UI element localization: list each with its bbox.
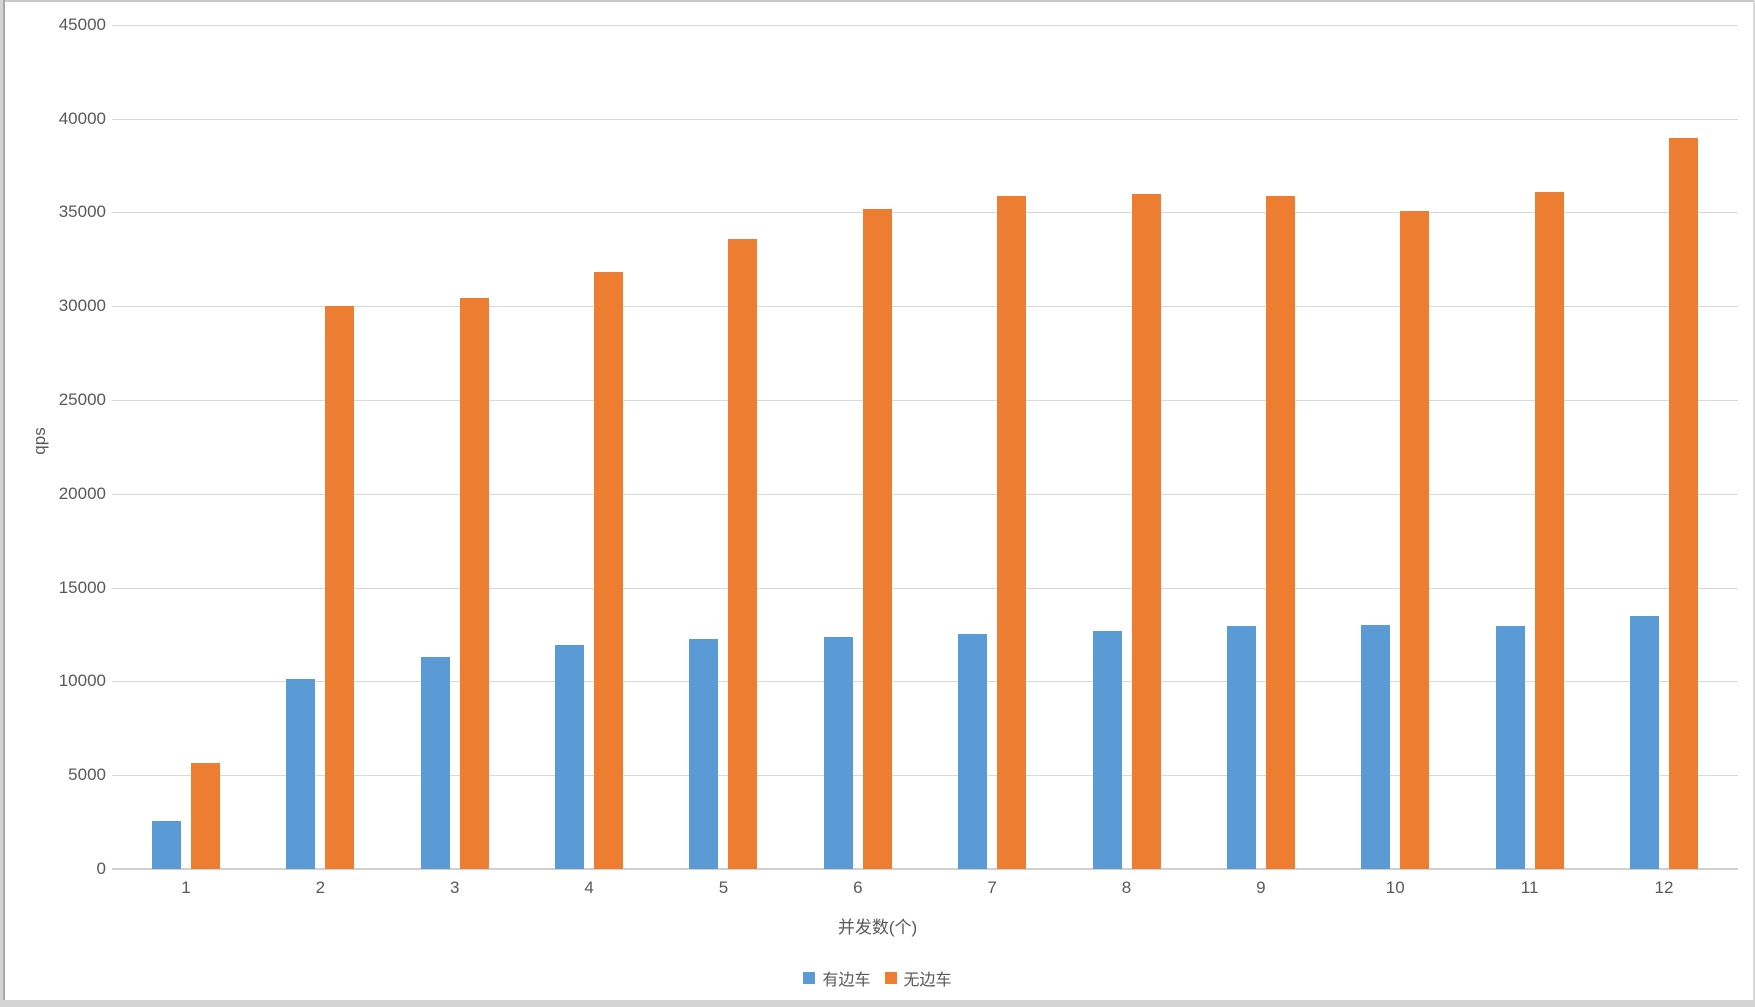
bar-with-sidecar	[420, 657, 450, 869]
bar-no-sidecar	[1131, 193, 1161, 869]
x-tick-label: 5	[718, 878, 729, 897]
y-tick-label: 40000	[58, 108, 106, 128]
bar-with-sidecar	[958, 633, 988, 869]
legend: 有边车 无边车	[0, 966, 1755, 990]
window-border-top	[0, 0, 1755, 2]
gridline	[112, 24, 1738, 26]
bar-with-sidecar	[1495, 626, 1525, 869]
legend-label-with-sidecar: 有边车	[822, 972, 871, 989]
gridline	[112, 681, 1738, 683]
bar-with-sidecar	[1629, 615, 1659, 869]
bar-no-sidecar	[325, 306, 355, 869]
y-axis-title: qps	[30, 427, 49, 455]
legend-swatch-no-sidecar	[884, 972, 897, 984]
y-tick-label: 10000	[58, 671, 106, 691]
x-tick-label: 12	[1654, 878, 1674, 897]
x-tick-label: 8	[1121, 878, 1132, 897]
x-tick-label: 7	[987, 878, 997, 897]
gridline	[112, 212, 1738, 214]
legend-item-no-sidecar: 无边车	[884, 966, 952, 990]
bar-no-sidecar	[1668, 138, 1698, 869]
y-tick-label: 5000	[68, 765, 106, 785]
y-tick-label: 35000	[58, 202, 106, 222]
x-axis-title: 并发数(个)	[837, 918, 918, 937]
y-tick-label: 25000	[58, 390, 106, 409]
x-tick-label: 2	[315, 878, 326, 897]
y-tick-label: 15000	[58, 577, 106, 597]
bar-no-sidecar	[594, 272, 624, 869]
gridline	[112, 775, 1738, 777]
legend-item-with-sidecar: 有边车	[803, 966, 871, 990]
bar-no-sidecar	[997, 196, 1027, 869]
bar-no-sidecar	[1534, 191, 1564, 869]
gridline	[112, 400, 1738, 401]
y-tick-label: 0	[96, 859, 106, 878]
x-tick-label: 9	[1256, 878, 1266, 897]
bar-no-sidecar	[191, 763, 220, 869]
window-border-left-line	[3, 0, 5, 1007]
bar-no-sidecar	[1265, 196, 1295, 869]
gridline	[112, 493, 1738, 495]
bar-with-sidecar	[286, 678, 316, 869]
bar-no-sidecar	[459, 297, 489, 869]
bar-with-sidecar	[1092, 630, 1122, 869]
x-tick-label: 10	[1385, 878, 1405, 897]
x-tick-label: 1	[181, 878, 191, 897]
window-border-left	[0, 0, 3, 1007]
legend-swatch-with-sidecar	[803, 972, 816, 984]
y-tick-label: 30000	[58, 296, 106, 316]
gridline	[112, 587, 1738, 589]
x-tick-label: 3	[449, 878, 460, 897]
bar-no-sidecar	[728, 238, 758, 869]
gridline	[112, 118, 1738, 120]
bar-with-sidecar	[152, 821, 181, 869]
y-tick-label: 45000	[58, 14, 106, 34]
window-border-right	[1753, 0, 1755, 1007]
bar-with-sidecar	[555, 644, 585, 869]
y-tick-label: 20000	[58, 483, 106, 503]
bar-no-sidecar	[862, 208, 892, 869]
bar-with-sidecar	[1226, 626, 1256, 869]
x-tick-label: 4	[584, 878, 594, 897]
bar-with-sidecar	[1361, 625, 1391, 869]
x-axis-line	[112, 868, 1738, 870]
bar-with-sidecar	[689, 639, 719, 869]
x-tick-label: 6	[853, 878, 863, 897]
legend-label-no-sidecar: 无边车	[903, 972, 952, 989]
bar-no-sidecar	[1400, 211, 1430, 869]
bar-with-sidecar	[823, 637, 853, 869]
gridline	[112, 306, 1738, 308]
window-border-bottom-strip	[0, 1000, 1755, 1007]
x-tick-label: 11	[1520, 878, 1539, 897]
